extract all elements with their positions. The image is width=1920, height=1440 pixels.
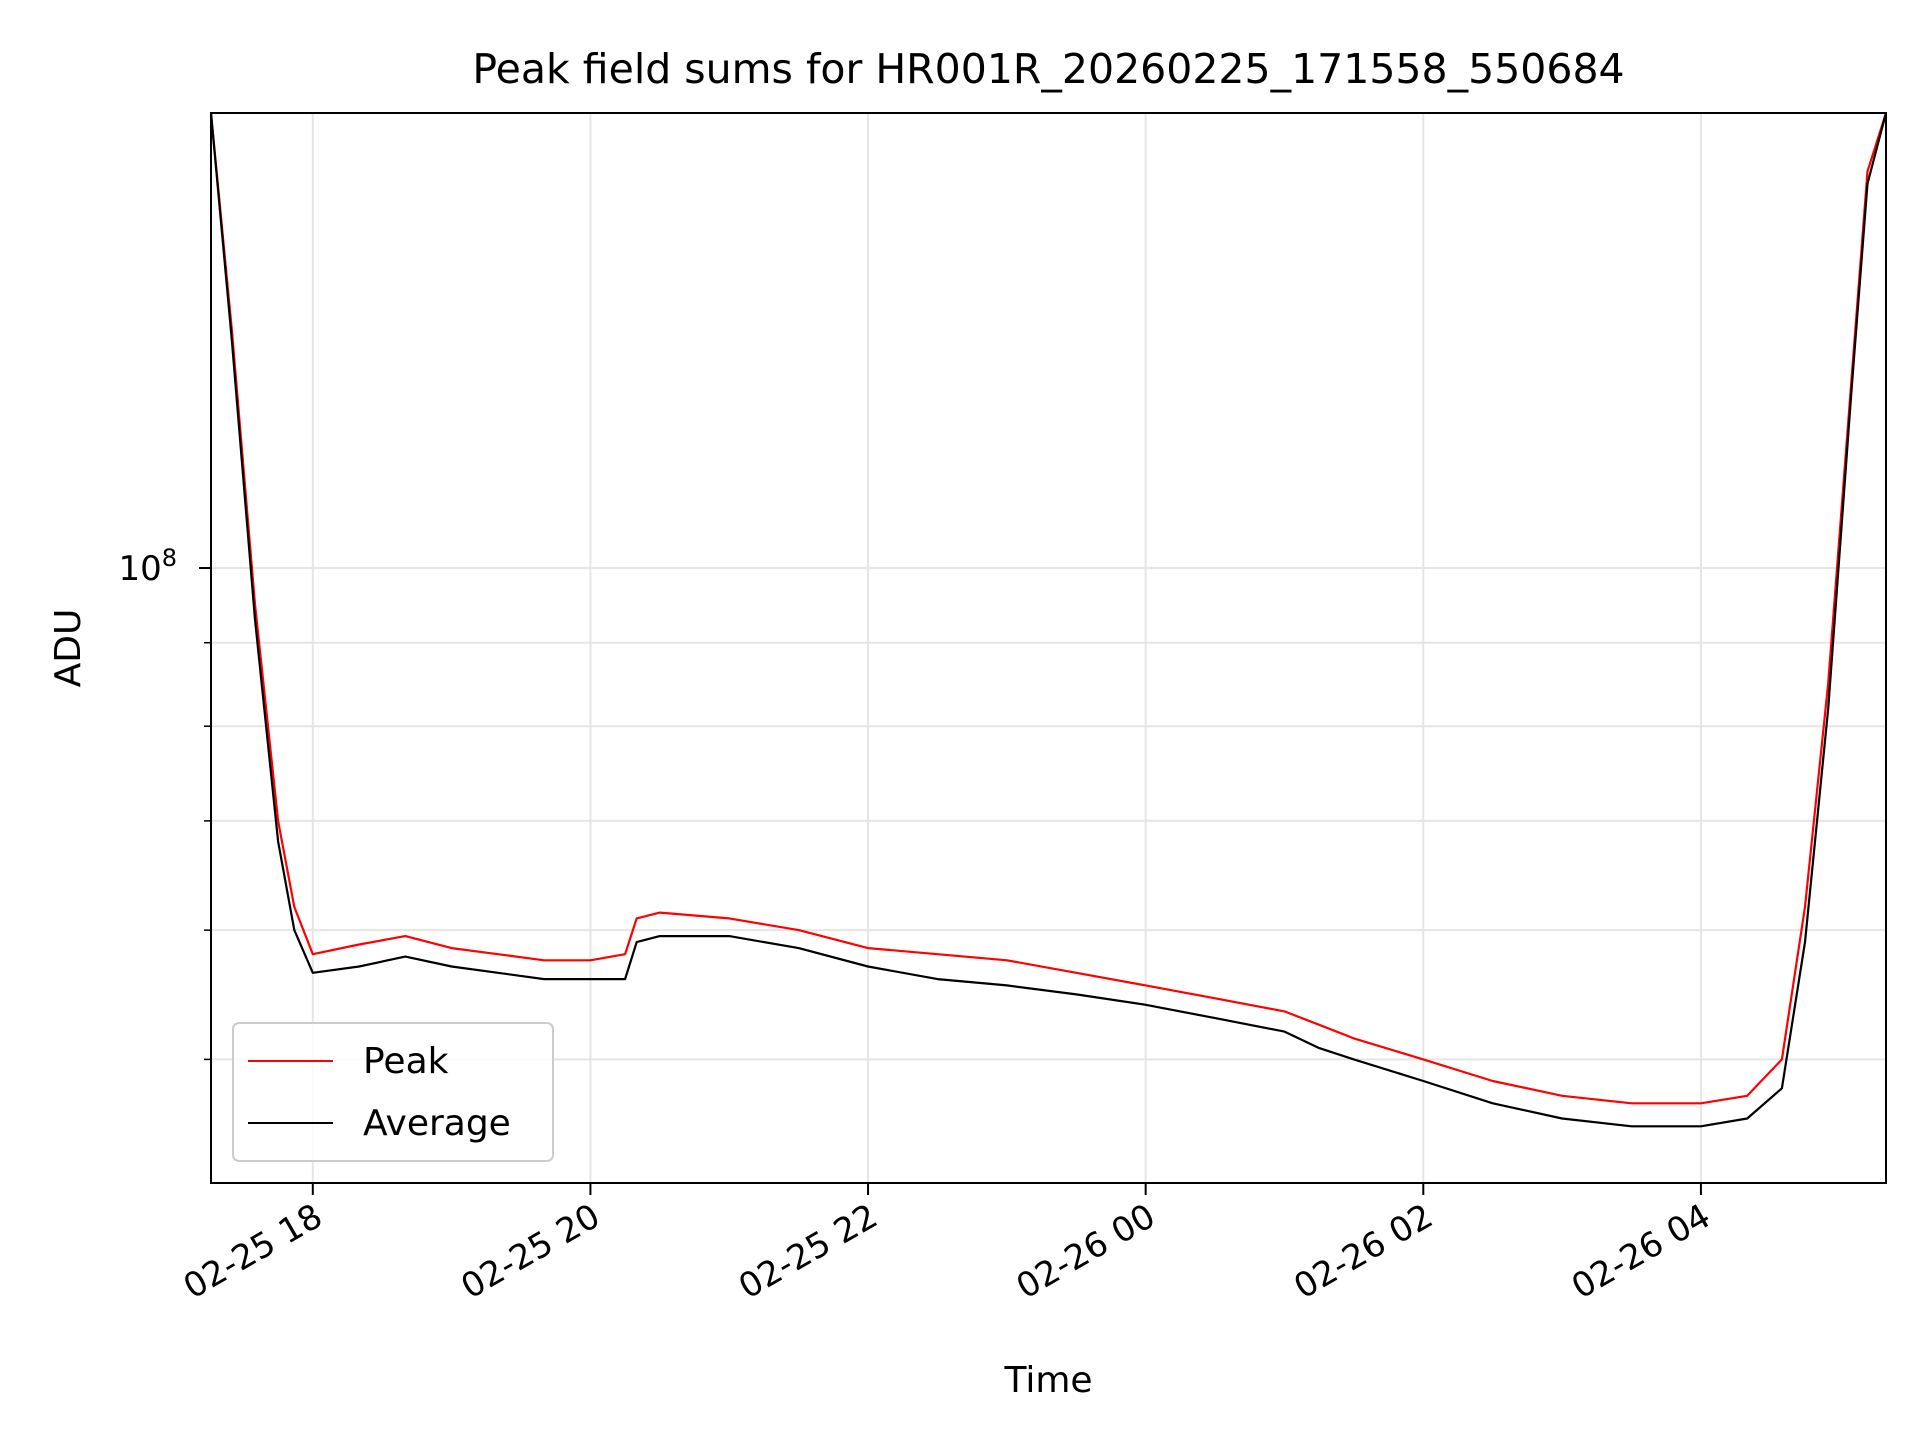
series-line-average — [209, 112, 1888, 1128]
legend-label-average: Average — [363, 1103, 511, 1144]
plot-area — [209, 112, 1888, 1128]
chart-title: Peak field sums for HR001R_20260225_1715… — [472, 45, 1624, 93]
legend: Peak Average — [232, 1022, 554, 1162]
x-axis-label: Time — [1003, 1360, 1092, 1401]
legend-label-peak: Peak — [363, 1041, 449, 1082]
y-tick-label: 108 — [118, 544, 177, 589]
axes-frame — [210, 112, 1887, 1184]
series-line-peak — [209, 112, 1888, 1105]
y-axis-label: ADU — [48, 609, 89, 688]
legend-box — [232, 1022, 554, 1162]
y-axis-ticks: 108 — [118, 544, 211, 1061]
